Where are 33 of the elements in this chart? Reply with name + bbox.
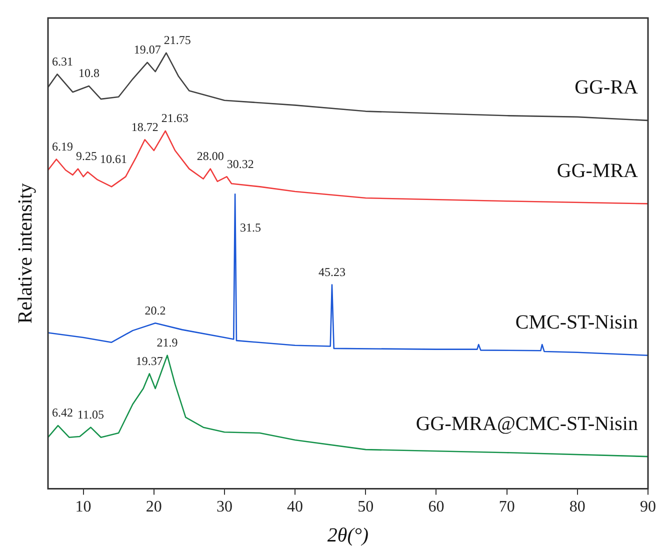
annotation: 19.07 bbox=[134, 42, 161, 57]
annotation: 6.31 bbox=[52, 54, 73, 68]
annotation: 31.5 bbox=[240, 220, 262, 234]
annotation: 28.00 bbox=[196, 148, 224, 163]
x-tick-label: 10 bbox=[75, 498, 92, 516]
x-tick-label: 50 bbox=[358, 498, 374, 516]
series-label: CMC-ST-Nisin bbox=[515, 312, 638, 334]
x-tick-label: 40 bbox=[287, 498, 304, 516]
annotation: 6.42 bbox=[52, 406, 73, 420]
annotation: 45.23 bbox=[318, 264, 346, 279]
annotation: 30.32 bbox=[226, 156, 254, 171]
x-tick-label: 80 bbox=[569, 498, 586, 516]
series-label: GG-MRA@CMC-ST-Nisin bbox=[416, 412, 638, 435]
annotation: 6.19 bbox=[52, 139, 73, 154]
x-tick-label: 30 bbox=[216, 498, 232, 516]
annotation: 9.25 bbox=[76, 148, 97, 163]
annotation: 10.8 bbox=[78, 66, 100, 80]
x-tick-label: 70 bbox=[498, 498, 515, 516]
x-axis-title: 2θ(°) bbox=[327, 524, 369, 546]
series-label: GG-MRA bbox=[556, 160, 639, 182]
annotation: 19.37 bbox=[136, 354, 163, 368]
annotation: 21.9 bbox=[156, 336, 178, 350]
annotation: 21.75 bbox=[164, 33, 191, 48]
annotation: 10.61 bbox=[100, 152, 127, 166]
y-axis-title: Relative intensity bbox=[14, 183, 36, 324]
annotation: 11.05 bbox=[77, 407, 104, 422]
series-label: GG-RA bbox=[574, 76, 639, 99]
annotation: 18.72 bbox=[131, 120, 158, 134]
annotation: 21.63 bbox=[161, 111, 188, 126]
annotation: 20.2 bbox=[144, 303, 166, 318]
x-tick-label: 60 bbox=[428, 498, 444, 516]
x-tick-label: 20 bbox=[146, 498, 162, 516]
x-tick-label: 90 bbox=[640, 498, 656, 516]
